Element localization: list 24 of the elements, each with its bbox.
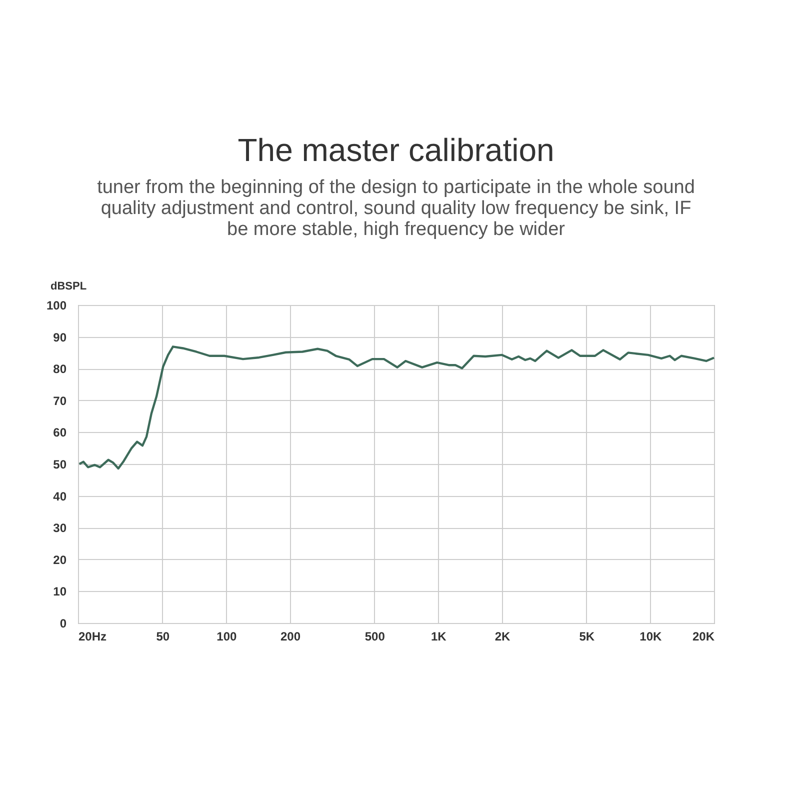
- x-tick-label: 1K: [431, 630, 447, 644]
- x-tick-label: 5K: [579, 630, 595, 644]
- y-axis-title: dBSPL: [50, 280, 87, 292]
- x-tick-label: 10K: [640, 630, 662, 644]
- y-tick-label: 70: [53, 394, 67, 408]
- chart-subtitle: tuner from the beginning of the design to participate in the whole sound quality adjustment and control, sound quality low frequency be sink, IF be more stable, high frequency be wider: [97, 177, 695, 240]
- chart-title: The master calibration: [238, 132, 554, 168]
- x-tick-label: 50: [156, 630, 170, 644]
- y-tick-label: 90: [53, 330, 67, 344]
- y-tick-label: 20: [53, 552, 67, 567]
- y-tick-label: 10: [53, 584, 67, 599]
- y-tick-label: 40: [53, 489, 67, 504]
- x-tick-label: 200: [280, 630, 301, 644]
- y-tick-label: 100: [46, 298, 67, 312]
- y-tick-label: 60: [53, 426, 67, 440]
- y-tick-label: 50: [53, 458, 67, 472]
- x-tick-label: 20Hz: [78, 630, 107, 644]
- x-tick-label: 2K: [494, 630, 510, 644]
- y-tick-label: 80: [53, 362, 67, 376]
- x-tick-label: 20K: [692, 630, 715, 644]
- y-tick-label: 0: [60, 616, 67, 630]
- y-tick-label: 30: [53, 521, 67, 536]
- x-tick-label: 500: [364, 630, 386, 644]
- x-tick-label: 100: [216, 630, 238, 644]
